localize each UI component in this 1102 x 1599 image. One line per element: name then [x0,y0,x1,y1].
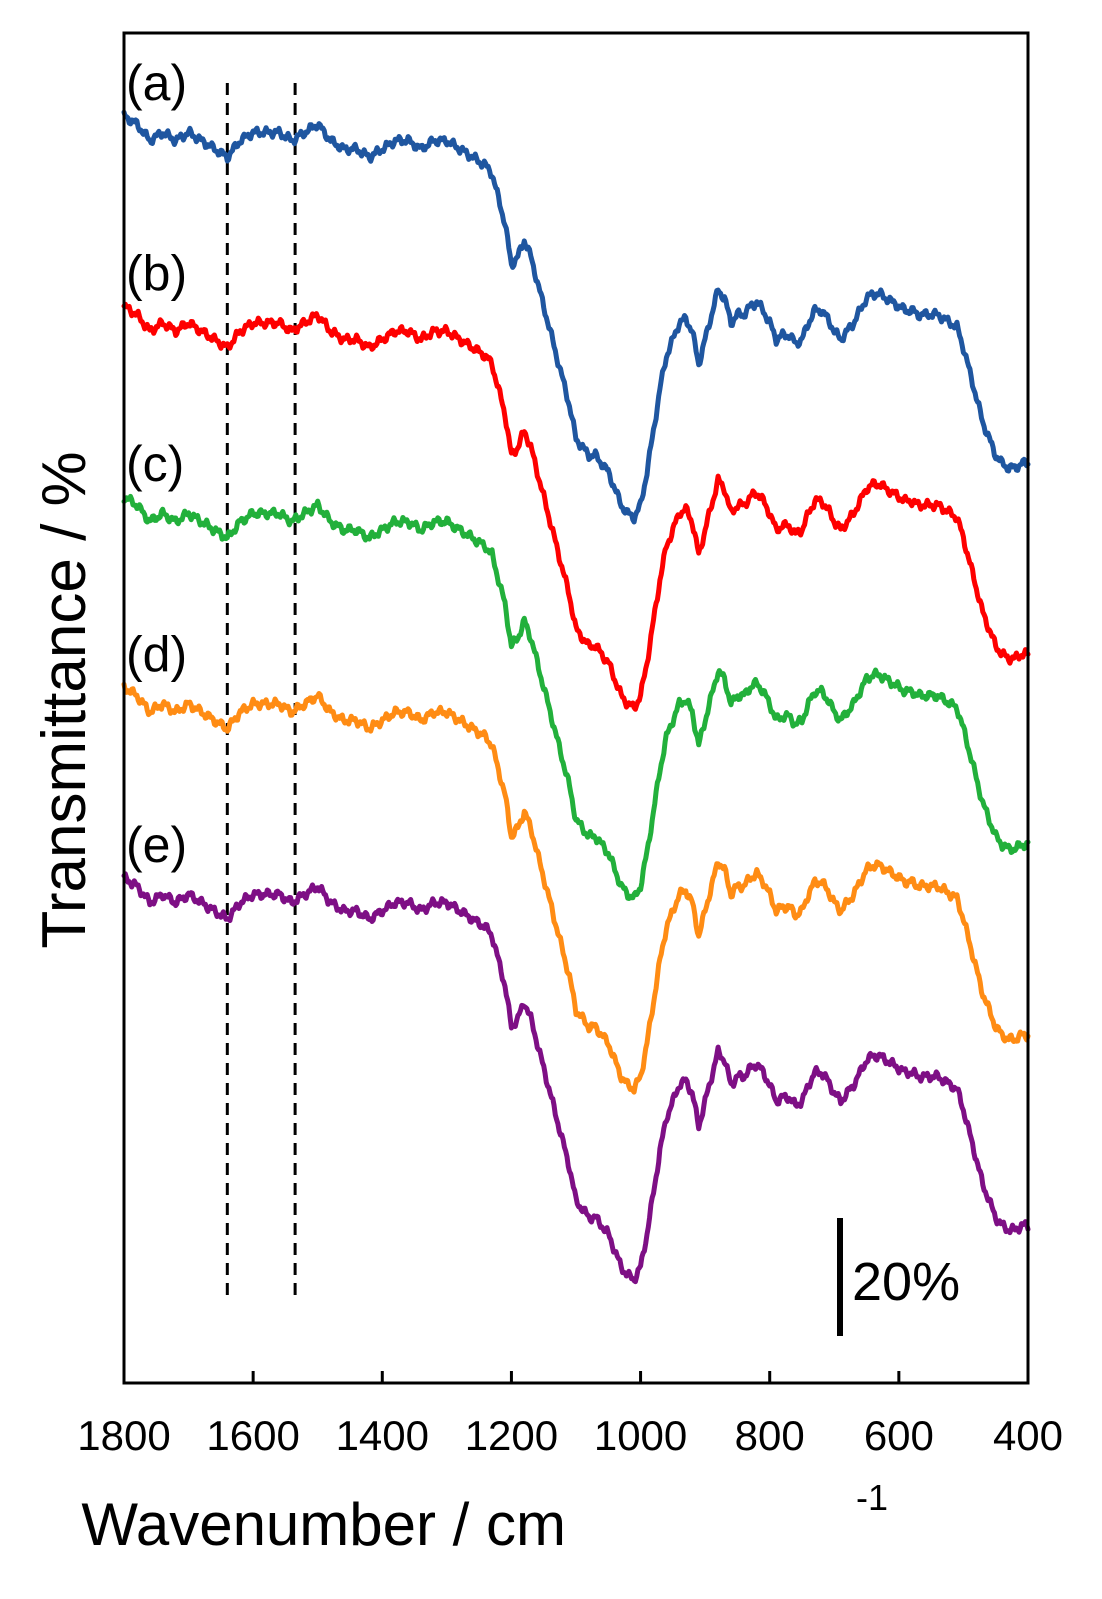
series-lines [121,109,1031,1285]
series-line [121,301,1031,712]
x-tick-label: 1800 [77,1412,170,1459]
x-tick-label: 1000 [594,1412,687,1459]
series-label: (b) [126,245,187,301]
series-line [121,109,1031,525]
x-tick-label: 1400 [336,1412,429,1459]
x-axis-title-superscript: -1 [856,1477,888,1518]
series-line [121,493,1031,901]
series-label: (d) [126,626,187,682]
x-axis-ticks: 1800 1600 1400 1200 1000 800 600 400 [77,1371,1063,1459]
series-label: (e) [126,817,187,873]
x-axis-title: Wavenumber / cm [81,1491,566,1558]
x-tick-label: 400 [993,1412,1063,1459]
reference-lines [225,83,297,1303]
scale-bar-label: 20% [852,1252,960,1312]
series-line [121,681,1031,1095]
series-label: (a) [126,55,187,111]
plot-frame [122,31,1030,1385]
series-line [121,871,1031,1285]
x-axis-title-main: Wavenumber / cm [81,1491,566,1558]
x-tick-label: 600 [864,1412,934,1459]
x-tick-label: 1200 [465,1412,558,1459]
x-tick-label: 800 [735,1412,805,1459]
y-axis-title: Transmittance / % [30,451,99,948]
series-labels: (a) (b) (c) (d) (e) [126,55,187,873]
x-tick-label: 1600 [206,1412,299,1459]
scale-bar: 20% [837,1218,960,1336]
series-label: (c) [126,436,184,492]
